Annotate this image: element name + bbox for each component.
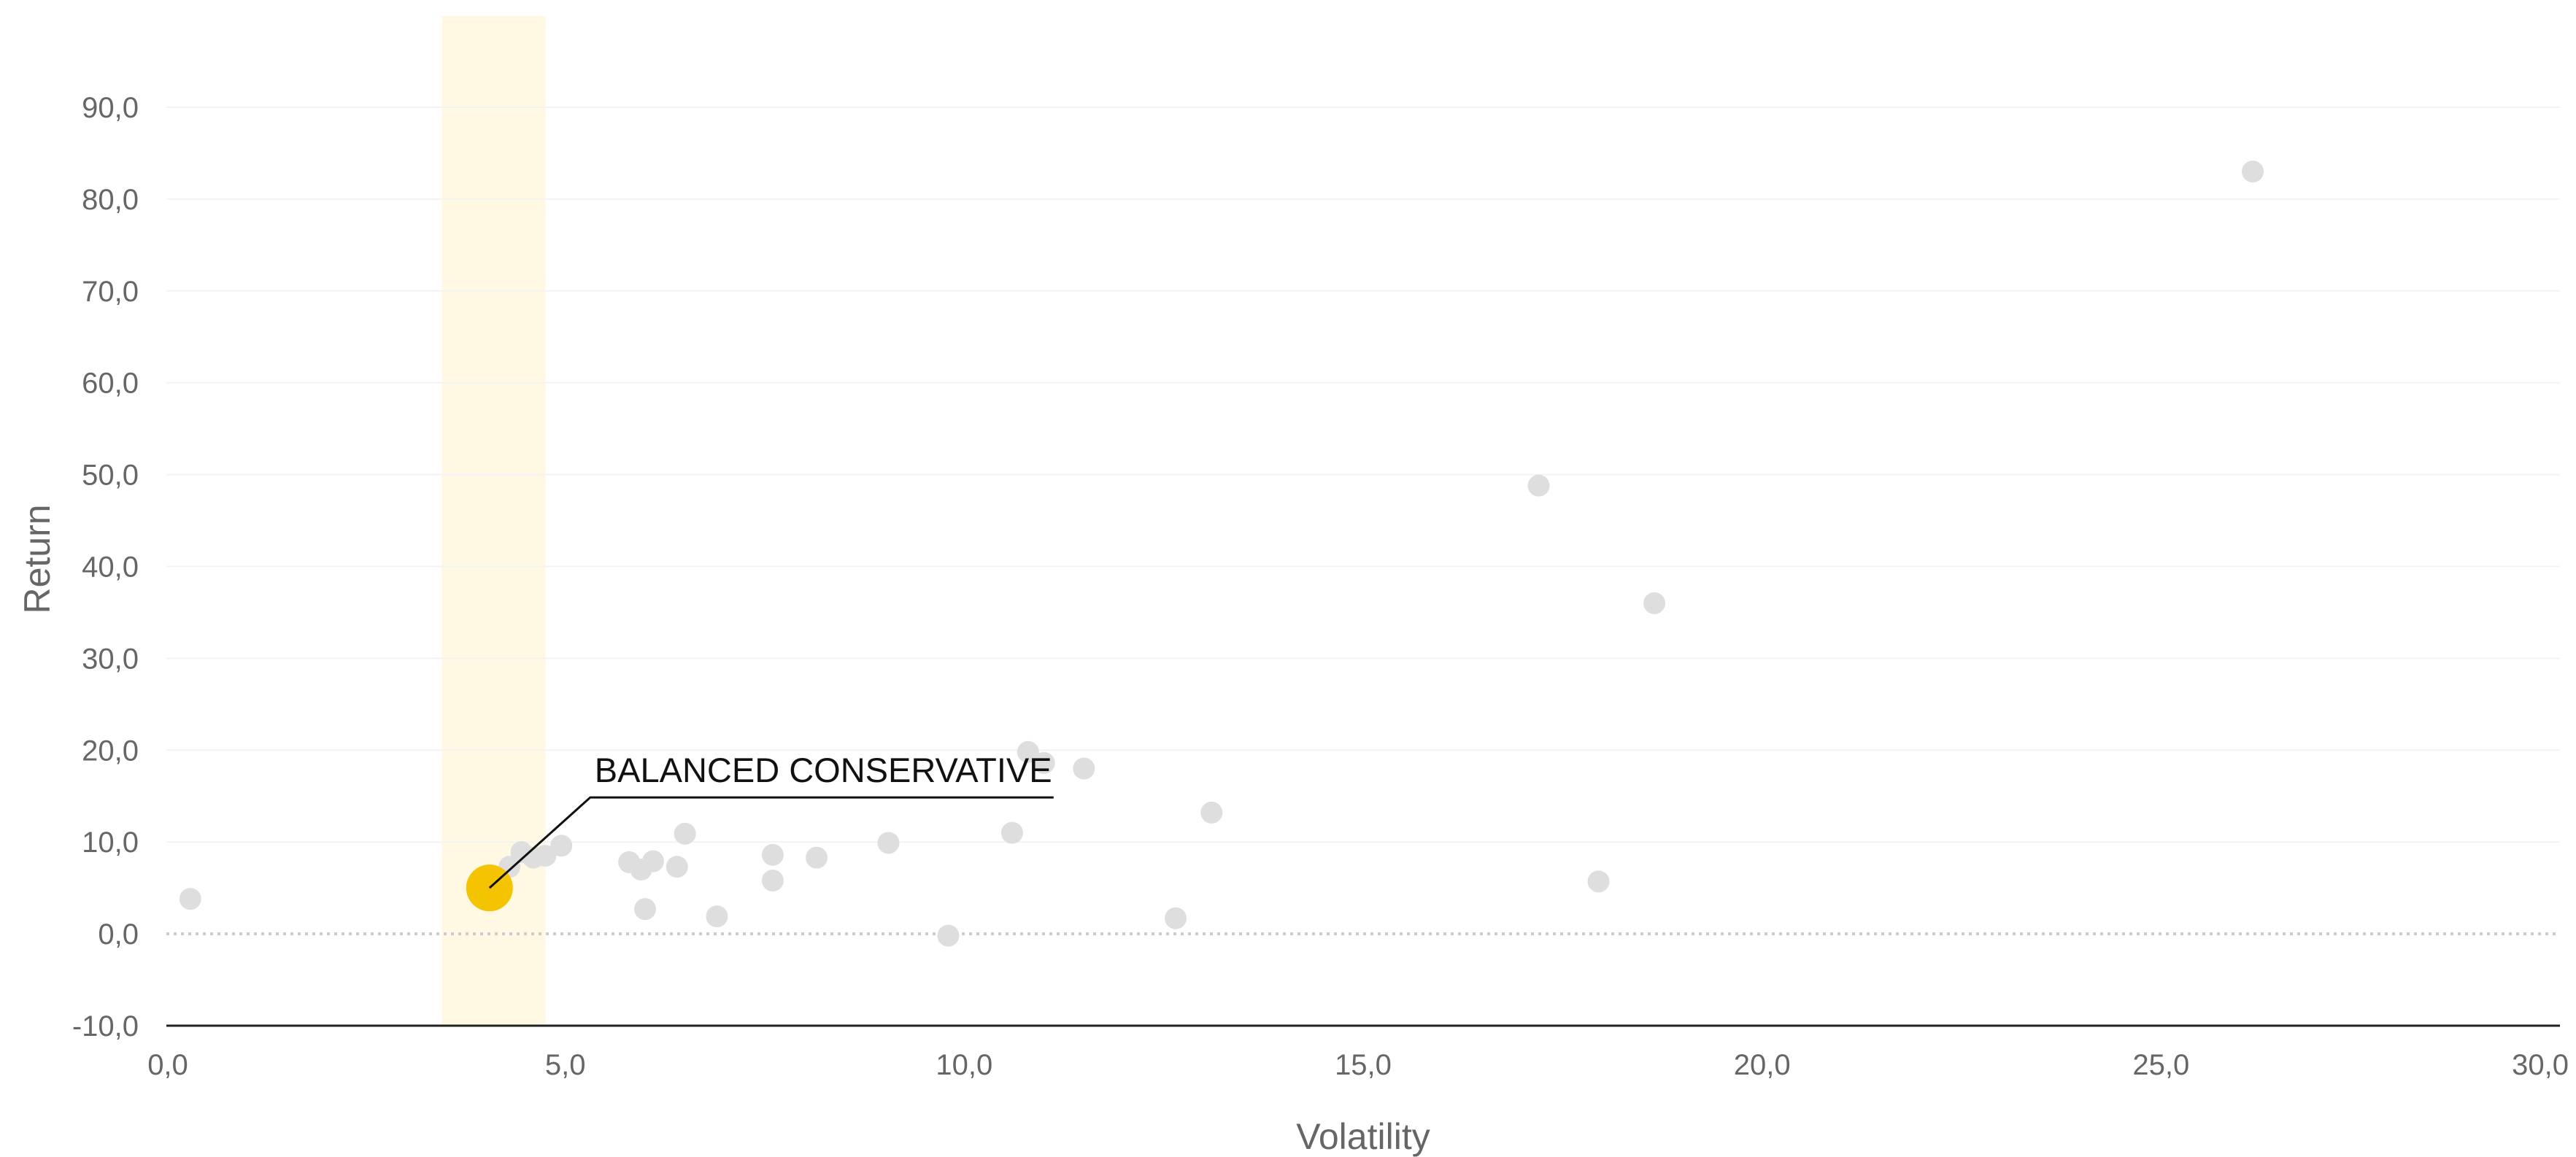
x-axis-title: Volatility [1296, 1116, 1430, 1157]
y-tick-label: 60,0 [82, 368, 139, 400]
highlight-leader-line [488, 796, 1054, 889]
data-point [1527, 474, 1550, 497]
data-point [761, 870, 784, 892]
data-point [1643, 592, 1666, 614]
data-point [179, 888, 201, 910]
highlight-layer [466, 796, 1054, 912]
data-point [1073, 757, 1095, 780]
y-axis-title: Return [17, 504, 58, 614]
data-point [550, 835, 573, 857]
data-points [179, 160, 2264, 947]
data-point [534, 845, 557, 867]
y-tick-label: 0,0 [98, 918, 139, 951]
data-point [666, 856, 688, 878]
y-tick-label: 70,0 [82, 276, 139, 308]
y-tick-label: 30,0 [82, 643, 139, 675]
y-tick-label: -10,0 [72, 1010, 139, 1042]
y-tick-label: 40,0 [82, 551, 139, 583]
x-tick-label: 15,0 [1335, 1049, 1392, 1081]
data-point [634, 898, 656, 921]
data-point [1017, 740, 1039, 763]
x-tick-label: 20,0 [1734, 1049, 1791, 1081]
x-tick-label: 10,0 [936, 1049, 992, 1081]
data-point [1000, 821, 1023, 844]
axes: -10,00,010,020,030,040,050,060,070,080,0… [72, 92, 2569, 1081]
x-tick-label: 0,0 [147, 1049, 188, 1081]
data-point [937, 924, 960, 947]
x-tick-label: 5,0 [545, 1049, 586, 1081]
gridlines [166, 106, 2560, 936]
data-point [877, 832, 900, 854]
x-tick-label: 30,0 [2512, 1049, 2569, 1081]
data-point [806, 846, 828, 869]
y-tick-label: 80,0 [82, 184, 139, 216]
data-point [1200, 801, 1223, 824]
data-point [1165, 907, 1187, 929]
data-point [706, 905, 728, 928]
data-point [1033, 751, 1055, 774]
y-tick-label: 20,0 [82, 735, 139, 767]
data-point [2242, 160, 2264, 183]
data-point [1587, 870, 1610, 893]
x-tick-label: 25,0 [2132, 1049, 2189, 1081]
data-point [761, 843, 784, 866]
highlight-point-label: BALANCED CONSERVATIVE [595, 751, 1052, 789]
data-point [674, 822, 696, 845]
y-tick-label: 90,0 [82, 92, 139, 124]
data-point [641, 850, 664, 872]
y-tick-label: 10,0 [82, 827, 139, 859]
y-tick-label: 50,0 [82, 460, 139, 492]
